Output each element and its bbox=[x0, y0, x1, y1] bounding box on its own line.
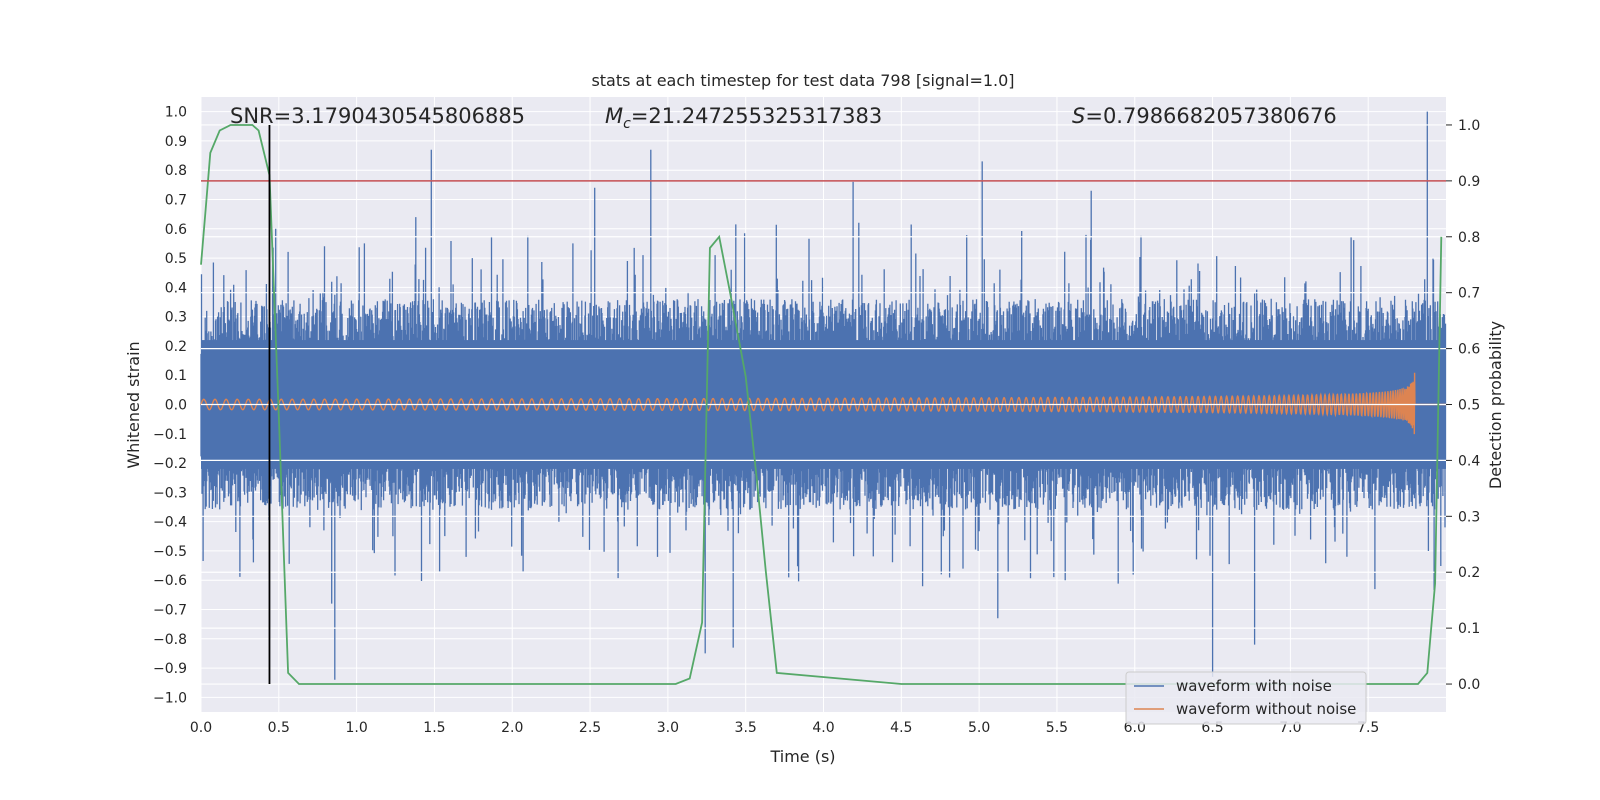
s-symbol: S bbox=[1072, 104, 1085, 128]
left-y-tick-label: 0.3 bbox=[165, 310, 187, 326]
x-tick-label: 2.0 bbox=[501, 720, 523, 736]
s-annotation: S=0.7986682057380676 bbox=[1072, 104, 1337, 128]
x-tick-label: 3.5 bbox=[735, 720, 757, 736]
clean-waveform-path bbox=[200, 372, 1446, 435]
x-tick-label: 5.0 bbox=[968, 720, 990, 736]
right-y-tick-label: 0.8 bbox=[1458, 230, 1480, 246]
chirp-mass-annotation: Mc=21.247255325317383 bbox=[605, 104, 882, 132]
left-y-tick-label: −0.9 bbox=[153, 661, 187, 677]
right-axis-grid bbox=[201, 124, 1446, 685]
legend-entry-noise: waveform with noise bbox=[1176, 677, 1332, 695]
left-y-tick-label: 0.4 bbox=[165, 280, 187, 296]
left-y-tick-label: 0.6 bbox=[165, 222, 187, 238]
right-y-tick-label: 0.2 bbox=[1458, 565, 1480, 581]
left-y-tick-label: 0.5 bbox=[165, 251, 187, 267]
x-axis-label: Time (s) bbox=[769, 747, 835, 766]
x-tick-label: 3.0 bbox=[657, 720, 679, 736]
left-y-tick-label: 0.2 bbox=[165, 339, 187, 355]
left-y-axis-label: Whitened strain bbox=[124, 341, 143, 468]
right-y-tick-label: 0.1 bbox=[1458, 621, 1480, 637]
right-y-tick-label: 0.6 bbox=[1458, 342, 1480, 358]
left-y-tick-label: 0.9 bbox=[165, 134, 187, 150]
x-tick-label: 5.5 bbox=[1046, 720, 1068, 736]
legend-entry-clean: waveform without noise bbox=[1176, 700, 1356, 718]
left-y-tick-label: −0.4 bbox=[153, 515, 187, 531]
waveform-without-noise-series bbox=[200, 372, 1446, 435]
left-y-tick-label: −0.1 bbox=[153, 427, 187, 443]
x-tick-label: 2.5 bbox=[579, 720, 601, 736]
left-y-tick-label: 1.0 bbox=[165, 105, 187, 121]
right-y-tick-label: 0.7 bbox=[1458, 286, 1480, 302]
x-tick-label: 4.5 bbox=[890, 720, 912, 736]
left-y-tick-label: 0.7 bbox=[165, 193, 187, 209]
left-y-tick-label: −0.2 bbox=[153, 456, 187, 472]
legend: waveform with noise waveform without noi… bbox=[1125, 671, 1367, 725]
s-value: =0.7986682057380676 bbox=[1085, 104, 1336, 128]
chirp-mass-symbol: M bbox=[605, 104, 623, 128]
chirp-mass-subscript: c bbox=[623, 116, 631, 132]
x-tick-label: 1.0 bbox=[345, 720, 367, 736]
x-tick-label: 0.0 bbox=[190, 720, 212, 736]
left-y-tick-label: −0.6 bbox=[153, 573, 187, 589]
left-y-tick-label: 0.8 bbox=[165, 163, 187, 179]
left-y-tick-label: −1.0 bbox=[153, 690, 187, 706]
right-y-tick-label: 0.0 bbox=[1458, 677, 1480, 693]
x-tick-label: 1.5 bbox=[423, 720, 445, 736]
snr-annotation: SNR=3.1790430545806885 bbox=[230, 104, 525, 128]
right-y-tick-label: 0.4 bbox=[1458, 453, 1480, 469]
x-tick-label: 0.5 bbox=[268, 720, 290, 736]
right-y-tick-label: 1.0 bbox=[1458, 118, 1480, 134]
right-y-tick-label: 0.3 bbox=[1458, 509, 1480, 525]
right-y-axis-ticks: 1.0 0.9 0.8 0.7 0.6 0.5 0.4 0.3 0.2 0.1 0.0 bbox=[1446, 118, 1480, 693]
chirp-mass-value: =21.247255325317383 bbox=[631, 104, 882, 128]
left-y-tick-label: −0.5 bbox=[153, 544, 187, 560]
left-y-tick-label: −0.3 bbox=[153, 485, 187, 501]
overlay-lines bbox=[201, 124, 1446, 685]
right-y-axis-label: Detection probability bbox=[1486, 321, 1505, 489]
x-tick-label: 4.0 bbox=[812, 720, 834, 736]
left-y-tick-label: −0.8 bbox=[153, 632, 187, 648]
right-y-tick-label: 0.5 bbox=[1458, 398, 1480, 414]
chart-title: stats at each timestep for test data 798… bbox=[591, 71, 1014, 90]
left-y-axis-ticks: 1.0 0.9 0.8 0.7 0.6 0.5 0.4 0.3 0.2 0.1 0.0 −0.1 −0.… bbox=[153, 105, 187, 707]
left-y-tick-label: −0.7 bbox=[153, 603, 187, 619]
legend-box bbox=[1125, 671, 1367, 725]
right-y-tick-label: 0.9 bbox=[1458, 174, 1480, 190]
left-y-tick-label: 0.1 bbox=[165, 368, 187, 384]
left-y-tick-label: 0.0 bbox=[165, 398, 187, 414]
